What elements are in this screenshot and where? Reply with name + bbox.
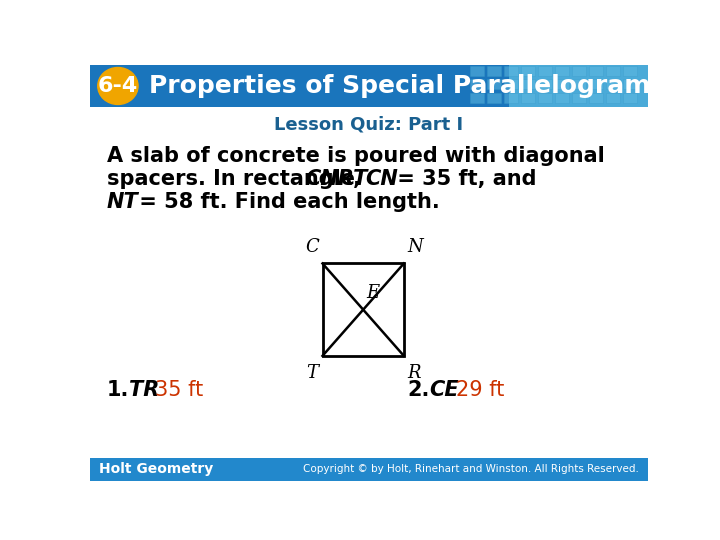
Text: 2.: 2. bbox=[408, 380, 430, 400]
Text: Lesson Quiz: Part I: Lesson Quiz: Part I bbox=[274, 115, 464, 133]
FancyBboxPatch shape bbox=[538, 66, 552, 76]
FancyBboxPatch shape bbox=[624, 66, 637, 76]
FancyBboxPatch shape bbox=[487, 66, 500, 76]
FancyBboxPatch shape bbox=[606, 92, 620, 103]
Bar bbox=[508, 65, 648, 107]
Text: Holt Geometry: Holt Geometry bbox=[99, 462, 214, 476]
FancyBboxPatch shape bbox=[538, 79, 552, 90]
Text: T: T bbox=[307, 363, 319, 382]
Text: spacers. In rectangle: spacers. In rectangle bbox=[107, 169, 362, 189]
FancyBboxPatch shape bbox=[624, 79, 637, 90]
Text: R: R bbox=[408, 363, 421, 382]
Text: 35 ft: 35 ft bbox=[155, 380, 203, 400]
Text: Properties of Special Parallelograms: Properties of Special Parallelograms bbox=[149, 74, 665, 98]
Text: TR: TR bbox=[129, 380, 159, 400]
Bar bbox=[90, 65, 508, 107]
FancyBboxPatch shape bbox=[624, 92, 637, 103]
FancyBboxPatch shape bbox=[606, 66, 620, 76]
FancyBboxPatch shape bbox=[589, 79, 603, 90]
FancyBboxPatch shape bbox=[555, 92, 569, 103]
Text: 29 ft: 29 ft bbox=[456, 380, 504, 400]
FancyBboxPatch shape bbox=[521, 79, 535, 90]
Text: Copyright © by Holt, Rinehart and Winston. All Rights Reserved.: Copyright © by Holt, Rinehart and Winsto… bbox=[303, 464, 639, 474]
Bar bbox=[90, 457, 648, 481]
FancyBboxPatch shape bbox=[555, 66, 569, 76]
Text: E: E bbox=[366, 284, 379, 302]
FancyBboxPatch shape bbox=[538, 92, 552, 103]
FancyBboxPatch shape bbox=[589, 92, 603, 103]
Bar bbox=[323, 264, 404, 356]
FancyBboxPatch shape bbox=[572, 66, 586, 76]
FancyBboxPatch shape bbox=[469, 92, 484, 103]
Ellipse shape bbox=[98, 68, 138, 104]
FancyBboxPatch shape bbox=[504, 66, 518, 76]
FancyBboxPatch shape bbox=[589, 66, 603, 76]
FancyBboxPatch shape bbox=[606, 79, 620, 90]
FancyBboxPatch shape bbox=[504, 92, 518, 103]
FancyBboxPatch shape bbox=[469, 66, 484, 76]
Text: 6-4: 6-4 bbox=[98, 76, 138, 96]
FancyBboxPatch shape bbox=[504, 79, 518, 90]
Text: ,: , bbox=[354, 169, 369, 189]
Text: A slab of concrete is poured with diagonal: A slab of concrete is poured with diagon… bbox=[107, 146, 605, 166]
Text: N: N bbox=[408, 238, 423, 256]
FancyBboxPatch shape bbox=[572, 92, 586, 103]
Text: C: C bbox=[305, 238, 319, 256]
FancyBboxPatch shape bbox=[487, 79, 500, 90]
FancyBboxPatch shape bbox=[572, 79, 586, 90]
Text: = 58 ft. Find each length.: = 58 ft. Find each length. bbox=[132, 192, 439, 212]
FancyBboxPatch shape bbox=[521, 66, 535, 76]
Text: CE: CE bbox=[429, 380, 459, 400]
Text: NT: NT bbox=[107, 192, 139, 212]
FancyBboxPatch shape bbox=[487, 92, 500, 103]
FancyBboxPatch shape bbox=[555, 79, 569, 90]
Text: CN: CN bbox=[365, 169, 398, 189]
Text: = 35 ft, and: = 35 ft, and bbox=[390, 169, 537, 189]
Text: 1.: 1. bbox=[107, 380, 130, 400]
FancyBboxPatch shape bbox=[469, 79, 484, 90]
Text: CNRT: CNRT bbox=[305, 169, 367, 189]
FancyBboxPatch shape bbox=[521, 92, 535, 103]
